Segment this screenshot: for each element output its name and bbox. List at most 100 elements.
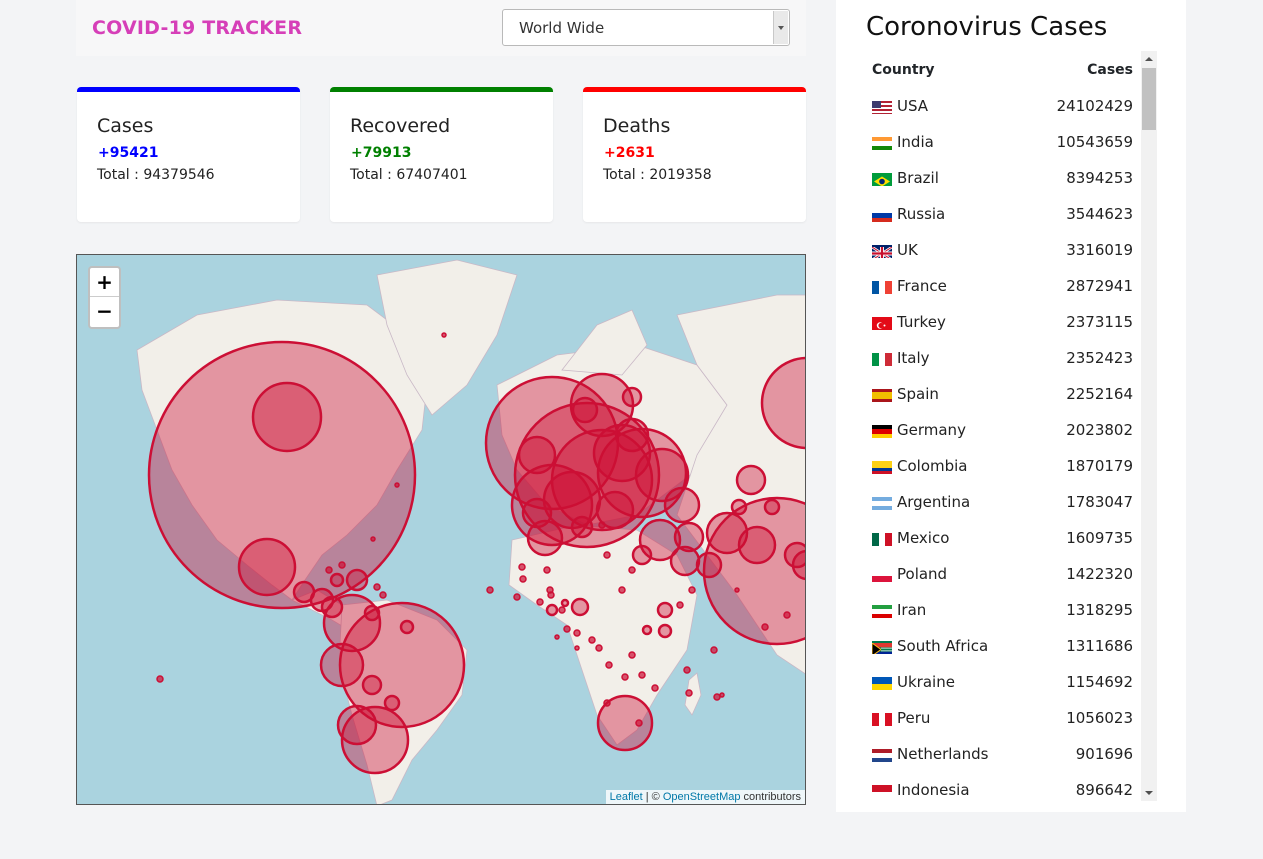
leaflet-link[interactable]: Leaflet: [609, 791, 643, 803]
recovered-card[interactable]: Recovered +79913 Total : 67407401: [330, 87, 553, 222]
mexico-flag-icon: [872, 533, 892, 546]
table-row[interactable]: Spain 2252164: [866, 376, 1141, 412]
table-row[interactable]: Poland 1422320: [866, 556, 1141, 592]
brazil-flag-icon: [872, 173, 892, 186]
table-row[interactable]: Argentina 1783047: [866, 484, 1141, 520]
russia-flag-icon: [872, 209, 892, 222]
table-row[interactable]: USA 24102429: [866, 88, 1141, 124]
deaths-card-today: +2631: [604, 145, 655, 161]
poland-flag-icon: [872, 569, 892, 582]
netherlands-flag-icon: [872, 749, 892, 762]
map-attribution: Leaflet | © OpenStreetMap contributors: [605, 790, 805, 804]
recovered-card-today: +79913: [351, 145, 412, 161]
country-name: Argentina: [897, 493, 971, 511]
deaths-card-accent: [583, 87, 806, 92]
recovered-card-accent: [330, 87, 553, 92]
country-name: Brazil: [897, 169, 939, 187]
table-row[interactable]: South Africa 1311686: [866, 628, 1141, 664]
country-cases: 896642: [1075, 781, 1133, 799]
deaths-card[interactable]: Deaths +2631 Total : 2019358: [583, 87, 806, 222]
country-name: Poland: [897, 565, 948, 583]
osm-link[interactable]: OpenStreetMap: [662, 791, 741, 803]
table-row[interactable]: UK 3316019: [866, 232, 1141, 268]
country-cases: 1870179: [1066, 457, 1133, 475]
zoom-out-button[interactable]: −: [96, 299, 113, 323]
table-row[interactable]: Italy 2352423: [866, 340, 1141, 376]
panel-title: Coronovirus Cases: [866, 12, 1108, 42]
uk-flag-icon: [872, 245, 892, 258]
country-cases: 1609735: [1066, 529, 1133, 547]
table-row[interactable]: Ukraine 1154692: [866, 664, 1141, 700]
table-row[interactable]: Indonesia 896642: [866, 772, 1141, 801]
country-cases: 1056023: [1066, 709, 1133, 727]
cases-card-total: Total : 94379546: [97, 167, 215, 183]
scroll-up-icon[interactable]: [1141, 51, 1157, 67]
table-row[interactable]: Russia 3544623: [866, 196, 1141, 232]
table-row[interactable]: Netherlands 901696: [866, 736, 1141, 772]
country-name: South Africa: [897, 637, 989, 655]
colombia-flag-icon: [872, 461, 892, 474]
map-tiles: [136, 259, 805, 804]
country-cases: 2023802: [1066, 421, 1133, 439]
india-flag-icon: [872, 137, 892, 150]
country-name: Indonesia: [897, 781, 970, 799]
country-column-header: Country: [872, 62, 935, 78]
table-scrollbar[interactable]: [1141, 51, 1157, 801]
cases-card-accent: [77, 87, 300, 92]
country-name: Peru: [897, 709, 931, 727]
cases-card[interactable]: Cases +95421 Total : 94379546: [77, 87, 300, 222]
ukraine-flag-icon: [872, 677, 892, 690]
zoom-in-button[interactable]: +: [90, 268, 119, 297]
table-header: Country Cases: [866, 51, 1141, 87]
cases-card-today: +95421: [98, 145, 159, 161]
app-header: COVID-19 TRACKER World Wide: [76, 0, 806, 56]
iran-flag-icon: [872, 605, 892, 618]
argentina-flag-icon: [872, 497, 892, 510]
attribution-separator: | ©: [642, 791, 663, 803]
country-cases: 8394253: [1066, 169, 1133, 187]
country-cases: 2252164: [1066, 385, 1133, 403]
country-name: Mexico: [897, 529, 950, 547]
country-name: Iran: [897, 601, 927, 619]
table-row[interactable]: Colombia 1870179: [866, 448, 1141, 484]
recovered-card-total: Total : 67407401: [350, 167, 468, 183]
table-row[interactable]: Peru 1056023: [866, 700, 1141, 736]
table-row[interactable]: Mexico 1609735: [866, 520, 1141, 556]
zoom-control: + −: [88, 266, 121, 329]
world-map[interactable]: + − Leaflet | © OpenStreetMap contributo…: [76, 254, 806, 805]
country-cases: 1318295: [1066, 601, 1133, 619]
cases-column-header: Cases: [1087, 62, 1133, 78]
country-cases: 2872941: [1066, 277, 1133, 295]
cases-panel: Coronovirus Cases Country Cases USA 24102…: [836, 0, 1186, 812]
country-name: UK: [897, 241, 918, 259]
france-flag-icon: [872, 281, 892, 294]
table-row[interactable]: France 2872941: [866, 268, 1141, 304]
app-title: COVID-19 TRACKER: [92, 17, 303, 39]
chevron-down-icon[interactable]: [773, 11, 788, 44]
table-row[interactable]: Brazil 8394253: [866, 160, 1141, 196]
table-row[interactable]: Germany 2023802: [866, 412, 1141, 448]
cases-card-title: Cases: [97, 115, 154, 137]
peru-flag-icon: [872, 713, 892, 726]
table-row[interactable]: Turkey 2373115: [866, 304, 1141, 340]
recovered-card-title: Recovered: [350, 115, 451, 137]
attribution-suffix: contributors: [740, 791, 801, 803]
turkey-flag-icon: [872, 317, 892, 330]
table-body: USA 24102429 India 10543659 Brazil 8394253 Rus…: [866, 88, 1141, 801]
table-row[interactable]: India 10543659: [866, 124, 1141, 160]
country-name: Colombia: [897, 457, 968, 475]
cases-table[interactable]: Country Cases USA 24102429 India 10543659 Br…: [866, 51, 1157, 801]
country-cases: 1422320: [1066, 565, 1133, 583]
scroll-down-icon[interactable]: [1141, 785, 1157, 801]
deaths-card-total: Total : 2019358: [603, 167, 712, 183]
country-cases: 2352423: [1066, 349, 1133, 367]
country-cases: 2373115: [1066, 313, 1133, 331]
country-cases: 1783047: [1066, 493, 1133, 511]
country-name: Netherlands: [897, 745, 989, 763]
country-name: Germany: [897, 421, 966, 439]
country-name: Turkey: [897, 313, 946, 331]
table-row[interactable]: Iran 1318295: [866, 592, 1141, 628]
scrollbar-thumb[interactable]: [1142, 68, 1156, 130]
country-cases: 3544623: [1066, 205, 1133, 223]
country-select[interactable]: World Wide: [502, 9, 790, 46]
